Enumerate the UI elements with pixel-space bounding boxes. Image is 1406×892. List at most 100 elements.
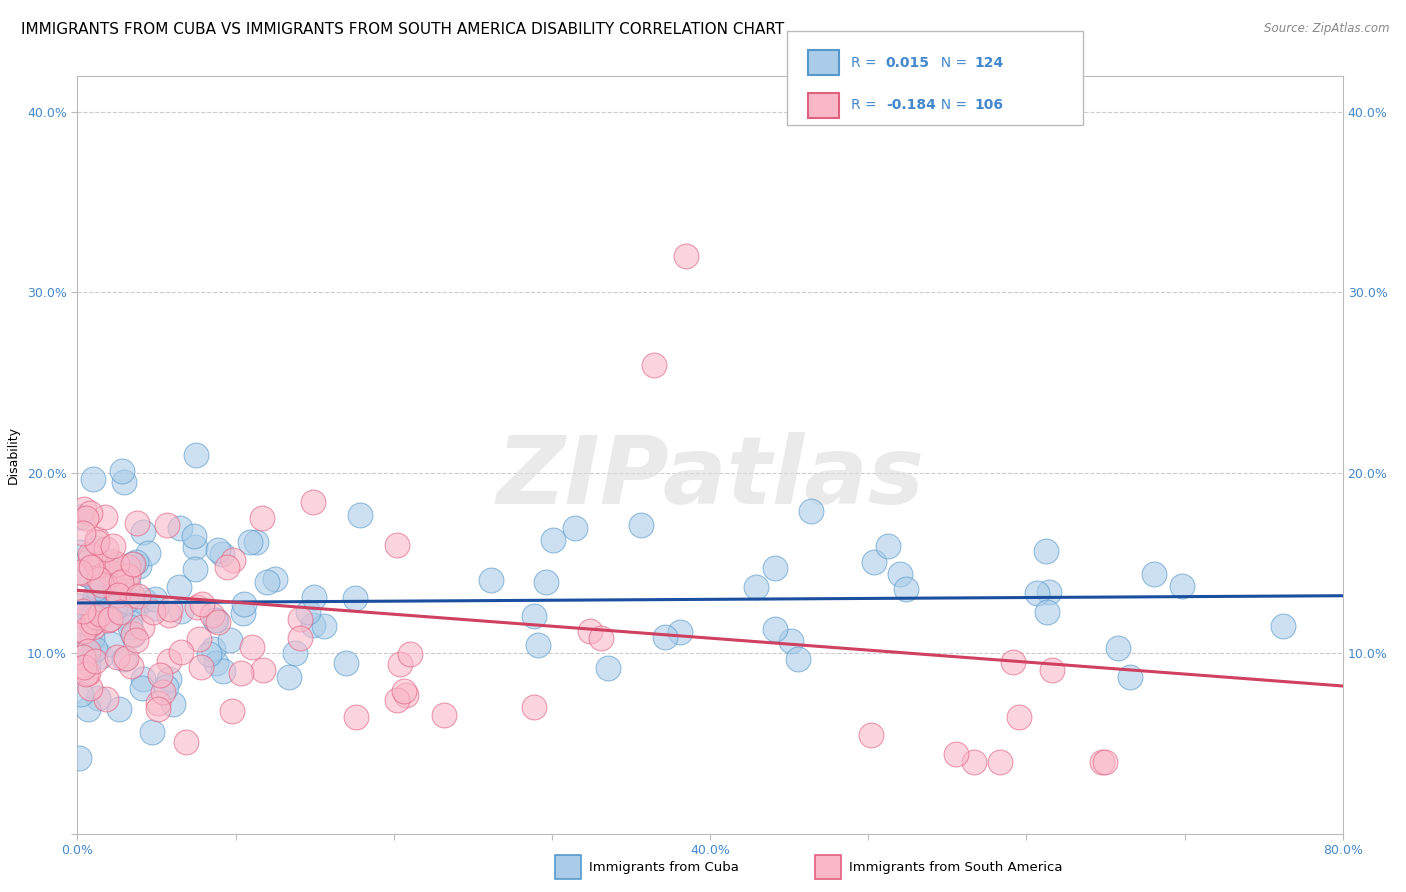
Point: [82, 620, 104, 634]
Point: [121, 588, 143, 602]
Point: [86, 533, 108, 547]
Point: [184, 541, 207, 555]
Point: [128, 559, 150, 574]
Point: [120, 659, 142, 673]
Point: [212, 664, 235, 678]
Point: [523, 700, 546, 714]
Point: [72, 525, 94, 540]
Point: [763, 561, 786, 575]
Point: [302, 591, 325, 605]
Point: [69, 544, 91, 558]
Point: [72, 566, 94, 580]
Point: [101, 539, 124, 553]
Point: [564, 521, 586, 535]
Point: [205, 613, 228, 627]
Point: [218, 632, 240, 647]
Point: [112, 584, 135, 599]
Point: [1094, 755, 1116, 769]
Point: [107, 557, 129, 571]
Point: [541, 533, 564, 548]
Point: [1107, 640, 1129, 655]
Point: [127, 589, 149, 603]
Point: [141, 725, 163, 739]
Point: [72, 649, 94, 664]
Point: [217, 560, 239, 574]
Point: [1040, 663, 1063, 677]
Point: [1001, 655, 1024, 669]
Point: [197, 648, 219, 662]
Point: [668, 624, 690, 639]
Point: [204, 613, 226, 627]
Point: [385, 692, 408, 706]
Point: [654, 631, 676, 645]
Text: R =: R =: [851, 56, 884, 70]
Point: [245, 534, 267, 549]
Point: [146, 696, 169, 710]
Point: [288, 631, 311, 645]
Point: [278, 670, 301, 684]
Point: [72, 604, 94, 618]
Point: [1142, 566, 1164, 581]
Point: [183, 529, 205, 543]
Text: ZIPatlas: ZIPatlas: [496, 432, 924, 524]
Point: [69, 565, 91, 579]
Point: [100, 554, 122, 568]
Point: [108, 605, 131, 619]
Point: [67, 599, 90, 613]
Text: N =: N =: [932, 56, 972, 70]
Point: [132, 672, 155, 686]
Point: [745, 580, 768, 594]
Point: [79, 617, 101, 632]
Point: [876, 539, 898, 553]
Point: [82, 471, 104, 485]
Point: [963, 755, 986, 769]
Point: [335, 657, 357, 671]
Point: [72, 609, 94, 624]
Point: [132, 524, 155, 539]
Point: [73, 501, 96, 516]
Point: [388, 657, 411, 672]
Point: [534, 574, 557, 589]
Point: [110, 575, 132, 590]
Point: [786, 652, 808, 666]
Point: [527, 638, 550, 652]
Point: [1036, 605, 1059, 619]
Point: [239, 535, 262, 549]
Point: [80, 549, 103, 564]
Point: [90, 558, 112, 573]
Point: [148, 702, 170, 716]
Text: -0.184: -0.184: [886, 98, 935, 112]
Point: [98, 556, 121, 570]
Point: [84, 610, 107, 624]
Point: [152, 685, 174, 699]
Point: [523, 609, 546, 624]
Point: [122, 557, 145, 571]
Point: [263, 573, 285, 587]
Point: [221, 704, 243, 718]
Point: [98, 565, 121, 579]
Point: [122, 627, 145, 641]
Point: [72, 624, 94, 639]
Point: [143, 592, 166, 607]
Point: [207, 615, 229, 630]
Point: [231, 606, 253, 620]
Point: [75, 667, 97, 681]
Point: [118, 620, 141, 634]
Point: [250, 511, 273, 525]
Point: [643, 358, 665, 372]
Point: [108, 583, 131, 598]
Point: [76, 656, 98, 670]
Point: [297, 605, 319, 619]
Point: [202, 642, 225, 657]
Point: [229, 666, 252, 681]
Point: [84, 591, 107, 605]
Point: [117, 578, 139, 592]
Point: [344, 710, 367, 724]
Point: [988, 755, 1011, 769]
Point: [763, 622, 786, 636]
Point: [82, 615, 104, 629]
Point: [889, 567, 911, 582]
Point: [83, 654, 105, 668]
Point: [630, 518, 652, 533]
Point: [115, 651, 138, 665]
